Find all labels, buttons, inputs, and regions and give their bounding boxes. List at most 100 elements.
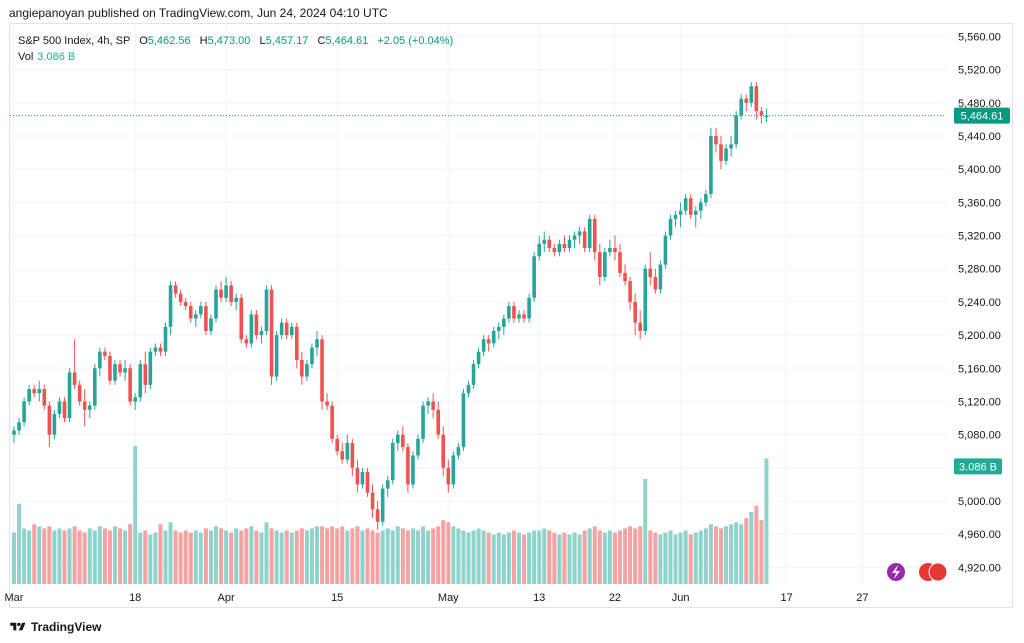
- volume-bar: [340, 526, 345, 584]
- volume-bar: [219, 528, 224, 584]
- volume-bar: [663, 532, 668, 584]
- candle-body: [714, 136, 718, 145]
- candle-body: [118, 364, 122, 373]
- candle-body: [709, 136, 713, 195]
- volume-bar: [259, 532, 264, 584]
- volume-bar: [517, 532, 521, 584]
- volume-bar: [82, 532, 87, 584]
- candle-body: [300, 360, 304, 377]
- volume-bar: [168, 522, 173, 584]
- volume-bar: [724, 526, 729, 584]
- volume-bar: [92, 530, 97, 584]
- volume-bar: [436, 526, 441, 584]
- tradingview-logo-icon: [10, 622, 26, 631]
- volume-bar: [744, 518, 749, 584]
- candle-body: [643, 268, 648, 331]
- candle-body: [406, 447, 410, 485]
- time-tick-label: Mar: [5, 592, 24, 604]
- volume-bar: [47, 526, 52, 584]
- candle-body: [345, 442, 350, 460]
- volume-bar: [365, 528, 370, 584]
- candle-body: [471, 364, 476, 385]
- candle-body: [108, 355, 112, 381]
- volume-bar: [143, 530, 148, 584]
- volume-bar: [759, 520, 764, 584]
- volume-bar: [325, 528, 330, 584]
- legend-open-label: O: [139, 35, 148, 47]
- candle-body: [486, 339, 491, 344]
- candle-body: [183, 301, 188, 307]
- volume-bar: [476, 528, 481, 584]
- candle-body: [375, 509, 380, 522]
- legend-close-label: C: [317, 35, 326, 47]
- volume-bar: [481, 530, 486, 584]
- volume-bar: [284, 530, 289, 584]
- candle-body: [234, 297, 238, 302]
- candle-body: [719, 144, 723, 161]
- candle-body: [502, 318, 506, 327]
- time-tick-label: 18: [129, 592, 141, 604]
- candle-body: [673, 214, 678, 219]
- candle-body: [734, 115, 738, 145]
- candle-body: [628, 281, 632, 302]
- candle-body: [77, 384, 82, 402]
- volume-bar: [244, 528, 249, 584]
- candle-body: [678, 210, 683, 215]
- volume-bar: [754, 505, 759, 584]
- volume-bar: [426, 530, 431, 584]
- volume-bar: [734, 522, 739, 584]
- volume-bar: [486, 532, 491, 584]
- candle-body: [497, 326, 501, 331]
- candle-body: [547, 239, 552, 248]
- candle-body: [431, 401, 435, 410]
- volume-bar: [648, 530, 653, 584]
- chart-frame: [9, 23, 1013, 608]
- volume-bar: [618, 530, 622, 584]
- candle-body: [512, 306, 516, 319]
- volume-bar: [557, 534, 562, 584]
- chart-overlay: 5,464.61 3.086 B: [10, 107, 1010, 582]
- volume-bar: [739, 524, 744, 584]
- volume-bar: [107, 530, 112, 584]
- volume-bar: [431, 528, 436, 584]
- tradingview-footer[interactable]: TradingView: [10, 620, 101, 634]
- volume-bar: [380, 530, 385, 584]
- price-tick-label: 5,280.00: [958, 264, 1001, 276]
- volume-bar: [193, 530, 198, 584]
- candle-body: [401, 434, 405, 448]
- volume-bar: [421, 526, 426, 584]
- volume-bar: [113, 526, 117, 584]
- volume-bar: [214, 526, 218, 584]
- candle-body: [683, 198, 688, 211]
- legend-volume-label: Vol: [18, 51, 34, 63]
- candle-body: [72, 372, 77, 385]
- volume-bar: [330, 526, 335, 584]
- candle-body: [204, 306, 208, 331]
- volume-bar: [405, 530, 410, 584]
- candle-body: [219, 289, 223, 298]
- candle-body: [461, 393, 466, 448]
- volume-bar: [491, 534, 496, 584]
- footer-brand: TradingView: [31, 620, 102, 634]
- time-tick-label: 15: [331, 592, 343, 604]
- candle-body: [507, 306, 511, 319]
- candle-body: [416, 438, 420, 456]
- chart-legend: S&P 500 Index, 4h, SP O5,462.56 H5,473.0…: [18, 33, 453, 65]
- legend-symbol[interactable]: S&P 500 Index, 4h, SP: [18, 35, 131, 47]
- volume-bar: [203, 528, 208, 584]
- candle-body: [340, 451, 345, 460]
- volume-bar: [693, 532, 698, 584]
- candle-body: [143, 364, 148, 385]
- volume-bar: [274, 530, 279, 584]
- candle-body: [244, 339, 249, 344]
- volume-bar: [577, 534, 582, 584]
- volume-bar: [638, 526, 643, 584]
- volume-bar: [527, 532, 532, 584]
- candle-body: [224, 285, 228, 298]
- volume-bar: [643, 479, 648, 584]
- volume-bar: [496, 532, 501, 584]
- volume-bar: [335, 528, 340, 584]
- candle-body: [537, 243, 541, 257]
- candle-body: [396, 434, 400, 443]
